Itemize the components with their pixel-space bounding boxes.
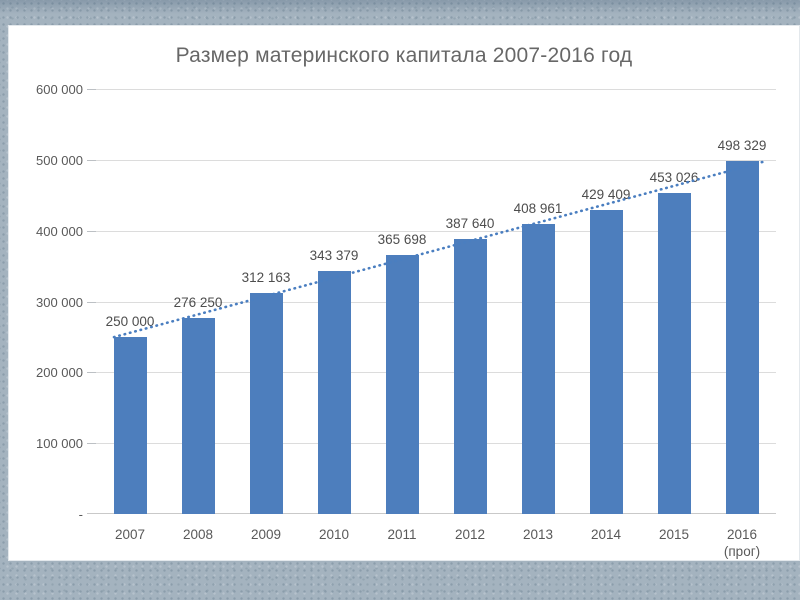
x-axis-label-line: 2016 xyxy=(726,527,758,542)
y-axis-label: - xyxy=(78,507,83,522)
y-axis-label: 300 000 xyxy=(36,294,83,310)
x-axis-label-line: 2013 xyxy=(522,527,554,542)
gridline xyxy=(96,443,776,445)
y-axis-label: 100 000 xyxy=(36,436,83,452)
bar-value-label: 429 409 xyxy=(581,186,631,202)
trend-line xyxy=(112,159,768,339)
bar-2015 xyxy=(657,193,691,514)
x-axis-label: 2012 xyxy=(455,526,485,543)
y-axis-tick xyxy=(87,301,96,303)
bar-2014 xyxy=(589,209,623,514)
chart-card: Размер материнского капитала 2007-2016 г… xyxy=(8,25,800,561)
bar-2010 xyxy=(317,270,351,514)
x-axis-label-line: (прог) xyxy=(723,544,761,559)
bar-value-label: 453 026 xyxy=(649,170,699,186)
y-axis-label: 600 000 xyxy=(36,82,83,97)
gridline xyxy=(96,159,776,161)
bar-2008 xyxy=(181,318,215,514)
x-axis-label-line: 2007 xyxy=(114,527,146,542)
y-axis-label: 500 000 xyxy=(36,152,83,168)
x-axis-label: 2007 xyxy=(115,526,145,543)
bar-value-label: 343 379 xyxy=(309,247,359,263)
x-axis-label: 2008 xyxy=(183,526,213,543)
bar-2009 xyxy=(249,292,283,514)
x-axis-label-line: 2008 xyxy=(182,527,214,542)
x-axis-label: 2014 xyxy=(591,526,621,543)
x-axis-line xyxy=(87,513,776,514)
bar-value-label: 498 329 xyxy=(717,138,767,154)
gridline xyxy=(96,301,776,303)
bar-2013 xyxy=(521,224,555,514)
y-axis-label: 200 000 xyxy=(36,365,83,381)
bar-value-label: 408 961 xyxy=(513,201,563,217)
bar-value-label: 250 000 xyxy=(105,313,155,329)
gridline xyxy=(96,230,776,232)
bar-2012 xyxy=(453,239,487,514)
x-axis-label-line: 2015 xyxy=(658,527,690,542)
x-axis-label-line: 2010 xyxy=(318,527,350,542)
x-axis-label: 2011 xyxy=(387,526,416,543)
y-axis-tick xyxy=(87,372,96,374)
x-axis-label-line: 2011 xyxy=(387,527,417,542)
bar-value-label: 387 640 xyxy=(445,216,495,232)
x-axis-label-line: 2012 xyxy=(454,527,486,542)
y-axis-tick xyxy=(87,443,96,445)
bar-value-label: 365 698 xyxy=(377,231,427,247)
y-axis-tick xyxy=(87,230,96,232)
chart-title: Размер материнского капитала 2007-2016 г… xyxy=(175,44,633,67)
x-axis-label: 2016 (прог) xyxy=(724,526,760,560)
bar-2011 xyxy=(385,254,419,514)
x-axis-label: 2013 xyxy=(523,526,553,543)
x-axis-label: 2015 xyxy=(659,526,689,543)
x-axis-label-line: 2014 xyxy=(590,527,622,542)
y-axis-tick xyxy=(87,159,96,161)
bar-2007 xyxy=(113,336,147,514)
plot-area: 600 000 500 000 400 000 300 000 200 000 100 0… xyxy=(36,83,776,559)
y-axis-tick xyxy=(87,89,96,90)
x-axis-label: 2010 xyxy=(319,526,349,543)
gridline xyxy=(96,89,776,90)
x-axis-label-line: 2009 xyxy=(250,527,282,542)
bar-value-label: 276 250 xyxy=(173,295,223,311)
y-axis-label: 400 000 xyxy=(36,223,83,239)
gridline xyxy=(96,372,776,374)
x-axis-label: 2009 xyxy=(251,526,281,543)
bar-2016 xyxy=(725,161,759,514)
bar-value-label: 312 163 xyxy=(241,269,291,285)
trend-line-segment xyxy=(112,159,768,339)
